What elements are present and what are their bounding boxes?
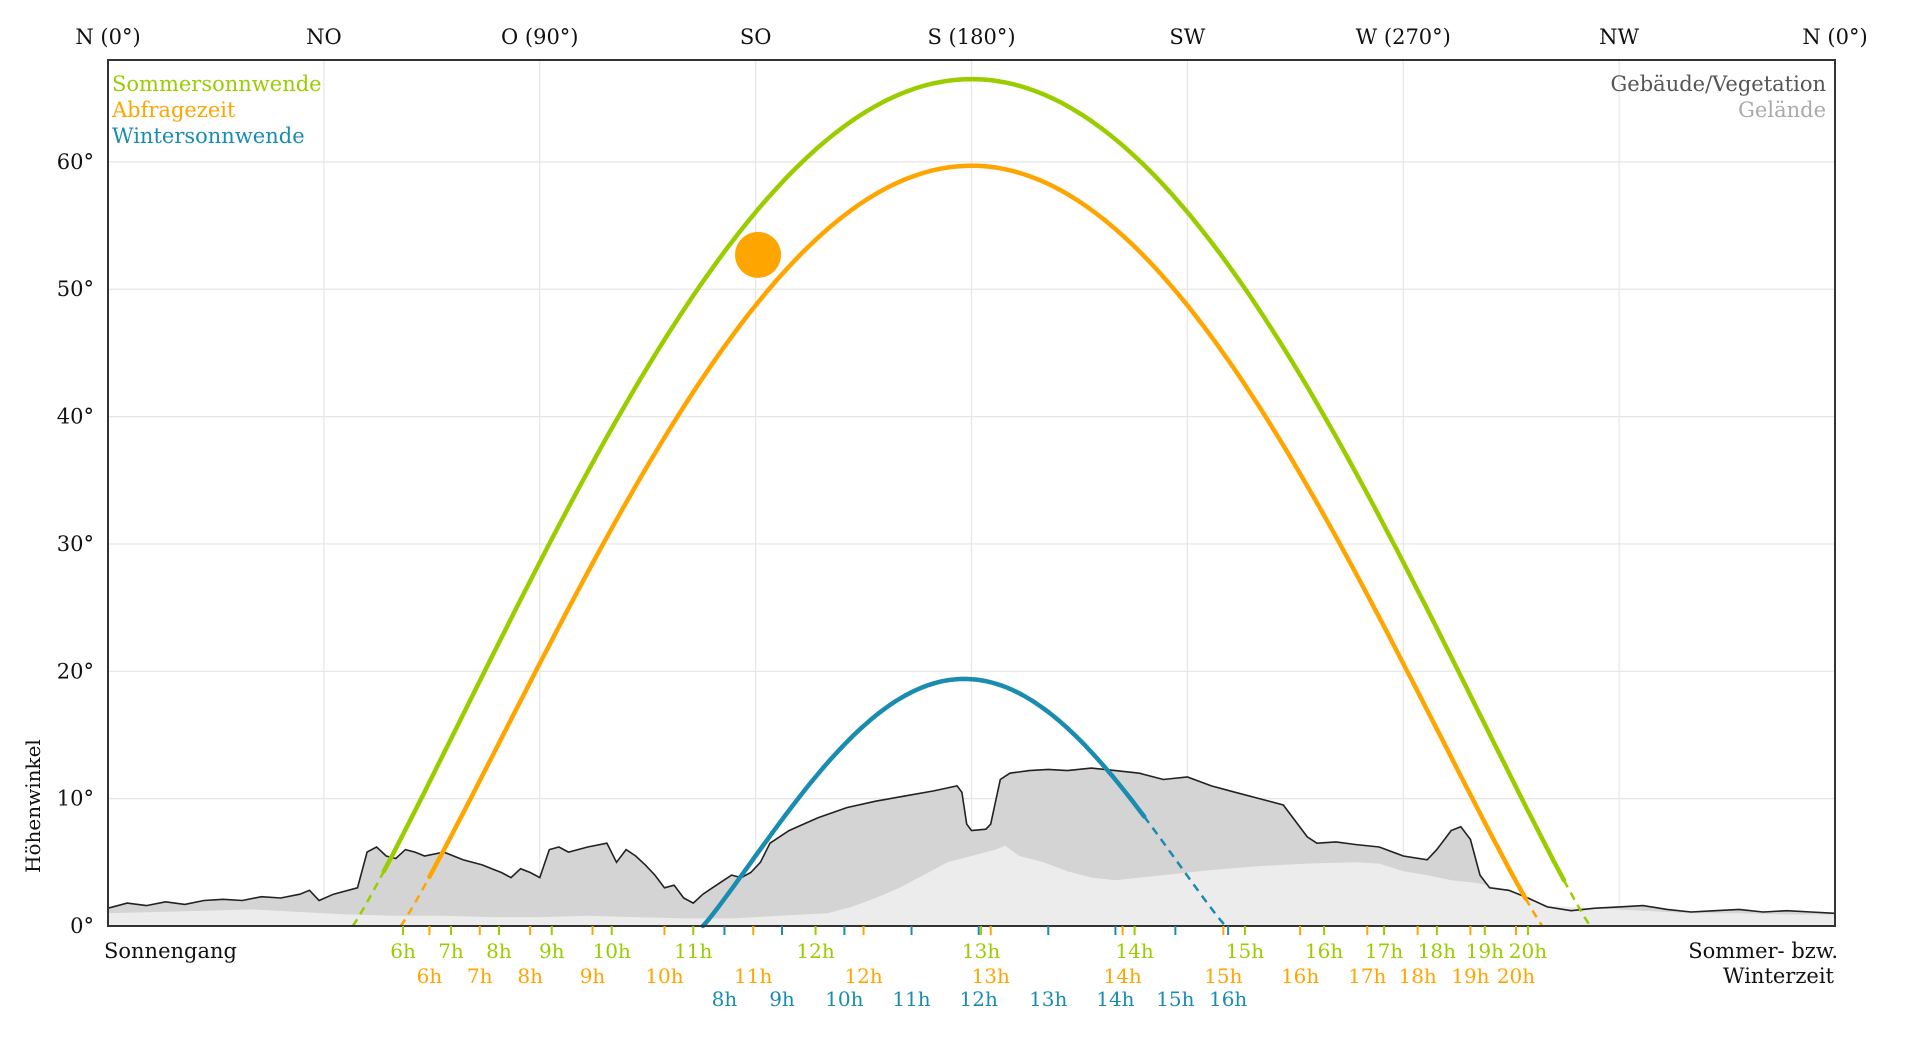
winter-hour-label-7: 15h: [1156, 987, 1194, 1011]
y-tick-label-3: 30°: [57, 532, 94, 556]
legend-left-item-1: Abfragezeit: [111, 98, 236, 122]
abfragezeit-path: [427, 163, 1528, 901]
query-hour-label-8: 14h: [1103, 964, 1141, 988]
y-tick-label-2: 20°: [57, 659, 94, 683]
terrain-area: [108, 845, 1835, 926]
wintersonnwende-path-hidden-evening: [1143, 815, 1227, 927]
summer-hour-label-5: 11h: [674, 939, 712, 963]
query-hour-label-2: 8h: [517, 964, 543, 988]
winter-hour-label-8: 16h: [1209, 987, 1247, 1011]
hour-labels: 6h 7h 8h 9h 10h 11h 12h 13h 14h 15h 16h 17h 18h 19h 20…: [390, 926, 1547, 1011]
winter-hour-label-3: 11h: [892, 987, 930, 1011]
sun-paths: [351, 76, 1592, 929]
summer-hour-label-11: 17h: [1365, 939, 1403, 963]
y-tick-label-6: 60°: [57, 150, 94, 174]
legend: SommersonnwendeAbfragezeitWintersonnwend…: [111, 72, 1826, 148]
query-hour-label-7: 13h: [972, 964, 1010, 988]
summer-hour-label-3: 9h: [539, 939, 565, 963]
query-hour-label-9: 15h: [1204, 964, 1242, 988]
y-axis-title: Höhenwinkel: [21, 739, 45, 873]
y-tick-label-5: 50°: [57, 277, 94, 301]
x-tick-label-1: NO: [306, 25, 342, 49]
axis-labels: N (0°) NO O (90°) SO S (180°) SW W (270°) NW N (…: [21, 25, 1868, 988]
abfragezeit-path-hidden-evening: [1524, 897, 1544, 927]
current-sun-marker: [735, 231, 782, 278]
query-hour-label-3: 9h: [580, 964, 606, 988]
y-tick-label-1: 10°: [57, 787, 94, 811]
query-hour-label-10: 16h: [1281, 964, 1319, 988]
summer-hour-label-8: 14h: [1115, 939, 1153, 963]
x-tick-label-0: N (0°): [75, 25, 140, 49]
wintersonnwende-path: [700, 676, 1147, 929]
x-tick-label-7: NW: [1599, 25, 1639, 49]
grid-lines: [107, 60, 1836, 926]
y-tick-label-0: 0°: [70, 914, 94, 938]
x-tick-label-3: SO: [740, 25, 772, 49]
winter-hour-label-1: 9h: [769, 987, 795, 1011]
query-hour-label-6: 12h: [844, 964, 882, 988]
summer-hour-label-1: 7h: [438, 939, 464, 963]
winter-hour-label-5: 13h: [1029, 987, 1067, 1011]
sommersonnwende-path-hidden-evening: [1562, 879, 1592, 927]
x-tick-label-2: O (90°): [501, 25, 579, 49]
query-hour-label-12: 18h: [1398, 964, 1436, 988]
summer-hour-label-10: 16h: [1305, 939, 1343, 963]
time-mode-label-line2: Winterzeit: [1723, 964, 1835, 988]
legend-left-item-2: Wintersonnwende: [112, 124, 305, 148]
summer-hour-label-2: 8h: [486, 939, 512, 963]
summer-hour-label-6: 12h: [796, 939, 834, 963]
query-hour-label-0: 6h: [417, 964, 443, 988]
x-tick-label-4: S (180°): [927, 25, 1015, 49]
plot-frame: [107, 59, 1836, 927]
legend-right-item-0: Gebäude/Vegetation: [1611, 72, 1826, 96]
abfragezeit-path-hidden-morning: [399, 876, 431, 927]
winter-hour-label-2: 10h: [825, 987, 863, 1011]
query-hour-label-11: 17h: [1348, 964, 1386, 988]
summer-hour-label-7: 13h: [962, 939, 1000, 963]
summer-hour-label-4: 10h: [593, 939, 631, 963]
x-tick-label-6: W (270°): [1356, 25, 1451, 49]
summer-hour-label-12: 18h: [1418, 939, 1456, 963]
x-tick-label-5: SW: [1169, 25, 1205, 49]
winter-hour-label-6: 14h: [1096, 987, 1134, 1011]
time-mode-label-line1: Sommer- bzw.: [1688, 939, 1838, 963]
summer-hour-label-14: 20h: [1509, 939, 1547, 963]
query-hour-label-13: 19h: [1451, 964, 1489, 988]
query-hour-label-5: 11h: [734, 964, 772, 988]
x-tick-label-8: N (0°): [1802, 25, 1867, 49]
legend-right-item-1: Gelände: [1738, 98, 1826, 122]
sommersonnwende-path: [381, 76, 1567, 883]
y-tick-label-4: 40°: [57, 405, 94, 429]
winter-hour-label-4: 12h: [960, 987, 998, 1011]
legend-left-item-0: Sommersonnwende: [112, 72, 322, 96]
query-hour-label-1: 7h: [467, 964, 493, 988]
query-hour-label-14: 20h: [1497, 964, 1535, 988]
summer-hour-label-0: 6h: [390, 939, 416, 963]
summer-hour-label-9: 15h: [1226, 939, 1264, 963]
sonnengang-label: Sonnengang: [104, 939, 237, 963]
summer-hour-label-13: 19h: [1466, 939, 1504, 963]
sommersonnwende-path-hidden-morning: [351, 870, 385, 927]
query-hour-label-4: 10h: [645, 964, 683, 988]
winter-hour-label-0: 8h: [712, 987, 738, 1011]
